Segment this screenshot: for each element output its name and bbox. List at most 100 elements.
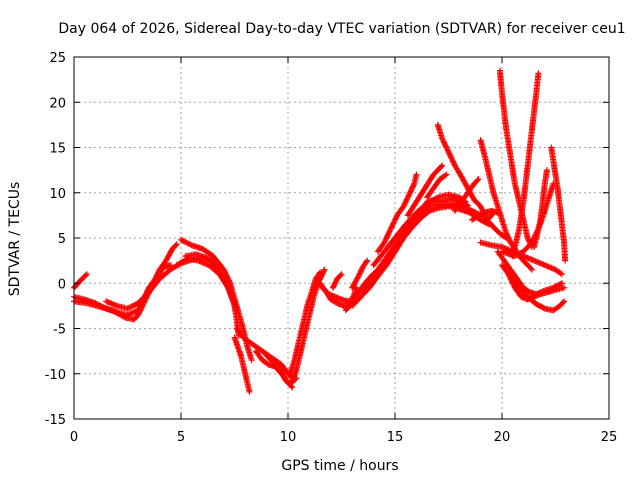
data-point-marker bbox=[528, 266, 535, 273]
data-point-marker bbox=[445, 149, 452, 156]
data-point-marker bbox=[248, 357, 255, 364]
data-point-marker bbox=[222, 269, 229, 276]
data-point-marker bbox=[442, 172, 449, 179]
data-point-marker bbox=[532, 232, 539, 239]
data-point-marker bbox=[222, 278, 229, 285]
data-point-marker bbox=[220, 275, 227, 282]
data-point-marker bbox=[410, 181, 417, 188]
y-tick-label: -10 bbox=[45, 368, 66, 383]
data-point-marker bbox=[557, 270, 564, 277]
series-track-17 bbox=[349, 257, 371, 291]
series-track-2 bbox=[71, 241, 180, 318]
data-point-marker bbox=[316, 270, 323, 277]
data-point-marker bbox=[124, 305, 131, 312]
data-point-marker bbox=[442, 142, 449, 149]
data-point-marker bbox=[562, 257, 569, 264]
series-track-29 bbox=[496, 67, 535, 251]
data-point-marker bbox=[128, 303, 135, 310]
y-tick-label: -15 bbox=[45, 413, 66, 428]
data-point-marker bbox=[499, 248, 505, 255]
data-point-marker bbox=[140, 301, 147, 308]
data-point-marker bbox=[443, 144, 450, 151]
data-point-marker bbox=[438, 163, 445, 170]
x-tick-label: 5 bbox=[177, 430, 185, 445]
data-point-marker bbox=[390, 220, 397, 227]
data-point-marker bbox=[475, 176, 482, 183]
data-point-marker bbox=[246, 388, 253, 395]
data-point-marker bbox=[125, 304, 132, 311]
data-point-marker bbox=[433, 195, 440, 202]
data-point-marker bbox=[173, 241, 180, 248]
data-point-marker bbox=[132, 301, 139, 308]
series-track-9 bbox=[231, 334, 253, 395]
series-track-25 bbox=[434, 121, 510, 241]
data-point-marker bbox=[222, 279, 229, 286]
data-point-marker bbox=[389, 221, 396, 228]
data-point-marker bbox=[443, 171, 450, 178]
data-point-marker bbox=[478, 204, 485, 211]
data-point-marker bbox=[180, 238, 187, 245]
data-point-marker bbox=[131, 302, 138, 309]
series-track-34 bbox=[507, 271, 568, 314]
data-point-marker bbox=[449, 158, 456, 165]
data-point-marker bbox=[404, 195, 411, 202]
data-point-marker bbox=[183, 239, 190, 246]
data-point-marker bbox=[405, 193, 412, 200]
data-point-marker bbox=[178, 236, 184, 243]
data-point-marker bbox=[561, 284, 568, 291]
series-track-28 bbox=[477, 137, 535, 273]
data-point-marker bbox=[439, 136, 446, 143]
data-point-marker bbox=[82, 272, 89, 279]
y-tick-label: 5 bbox=[58, 232, 66, 247]
data-point-marker bbox=[391, 217, 398, 224]
data-point-marker bbox=[228, 291, 235, 298]
y-axis-label: SDTVAR / TECUs bbox=[7, 182, 23, 297]
series-track-24 bbox=[424, 171, 450, 201]
y-tick-label: 25 bbox=[49, 51, 66, 66]
data-point-marker bbox=[403, 197, 410, 204]
data-point-marker bbox=[558, 280, 565, 287]
series-track-1 bbox=[71, 271, 90, 291]
data-point-marker bbox=[186, 240, 193, 247]
data-point-marker bbox=[363, 258, 370, 265]
series-track-21 bbox=[370, 191, 469, 269]
data-point-marker bbox=[138, 305, 145, 312]
data-point-marker bbox=[383, 235, 390, 242]
data-point-marker bbox=[400, 203, 407, 210]
data-point-marker bbox=[233, 307, 240, 314]
data-point-marker bbox=[220, 266, 227, 273]
data-point-marker bbox=[446, 150, 453, 157]
data-point-marker bbox=[406, 191, 413, 198]
data-point-marker bbox=[441, 140, 448, 147]
data-point-marker bbox=[532, 231, 539, 238]
data-point-marker bbox=[137, 306, 144, 313]
data-point-marker bbox=[534, 228, 541, 235]
data-point-marker bbox=[179, 237, 186, 244]
series-track-16 bbox=[329, 271, 345, 291]
data-point-marker bbox=[448, 155, 455, 162]
x-tick-label: 0 bbox=[70, 430, 78, 445]
data-point-marker bbox=[225, 285, 232, 292]
data-point-marker bbox=[401, 201, 408, 208]
data-point-marker bbox=[83, 271, 90, 278]
data-point-marker bbox=[449, 157, 456, 164]
data-point-marker bbox=[444, 147, 451, 154]
data-point-marker bbox=[444, 146, 451, 153]
series-track-23 bbox=[404, 162, 446, 219]
series-track-26 bbox=[451, 176, 482, 214]
data-point-marker bbox=[531, 234, 538, 241]
data-point-marker bbox=[121, 313, 128, 320]
data-point-marker bbox=[338, 271, 345, 278]
x-tick-label: 20 bbox=[494, 430, 511, 445]
data-point-marker bbox=[535, 225, 542, 232]
data-point-marker bbox=[226, 288, 233, 295]
data-point-marker bbox=[227, 289, 234, 296]
data-point-marker bbox=[446, 151, 453, 158]
data-point-marker bbox=[448, 154, 455, 161]
x-tick-label: 10 bbox=[280, 430, 297, 445]
data-point-marker bbox=[387, 227, 394, 234]
data-point-marker bbox=[531, 244, 538, 251]
data-point-marker bbox=[384, 232, 391, 239]
y-tick-label: 0 bbox=[58, 277, 66, 292]
data-point-marker bbox=[187, 241, 194, 248]
